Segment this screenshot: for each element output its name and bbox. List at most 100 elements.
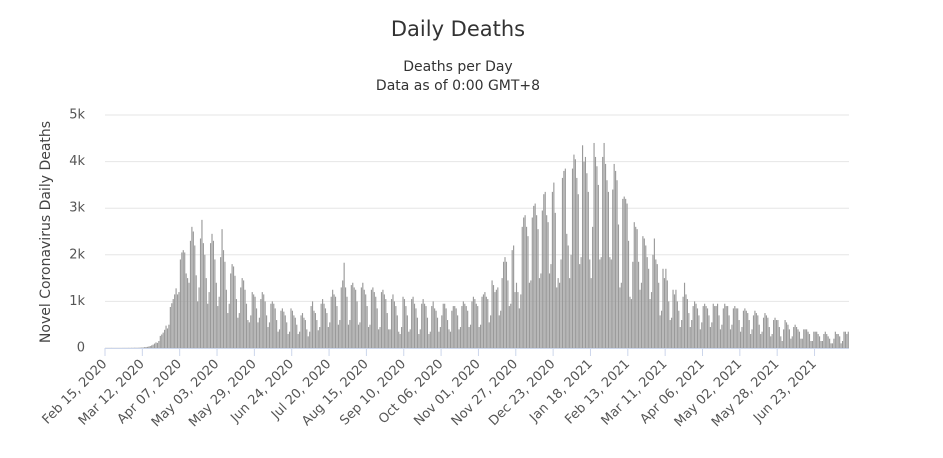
bar [808,334,811,348]
x-tick-label: Dec 23, 2020 [486,357,558,429]
bar [142,347,144,348]
bar [294,317,296,348]
bar [301,313,304,348]
bar [633,222,635,348]
x-tick-label: Nov 27, 2020 [449,357,521,429]
bar [755,313,757,348]
bar [276,320,278,348]
bar [617,224,620,348]
bar [547,222,549,348]
bar [192,231,194,348]
bar [356,301,358,348]
bar [402,296,404,348]
bar [758,324,760,348]
bar [220,257,222,348]
bar [444,303,446,348]
bar [649,299,651,348]
bar [729,329,732,348]
bar [187,278,189,348]
y-axis-title: Novel Coronavirus Daily Deaths [38,121,54,343]
bar [290,308,292,348]
bar [602,156,604,348]
bar [398,331,400,348]
bar [237,317,239,348]
bar [342,280,344,348]
bar [185,273,187,348]
bar [324,308,327,348]
bar [406,315,408,348]
bar [623,196,625,348]
bar [798,331,801,348]
bar [615,170,617,348]
bar [155,342,157,348]
bar [696,308,699,348]
bar [741,327,743,348]
bar [309,331,311,348]
bar [504,257,506,348]
bar [441,315,443,348]
bar [837,334,839,348]
bar [293,315,295,348]
bar [287,334,289,348]
bar [165,325,167,348]
x-tick-label: Feb 15, 2020 [40,357,111,428]
bar [255,308,258,348]
bar [658,282,660,348]
bar [314,313,316,348]
bar [432,301,434,348]
bar [751,329,753,348]
bar [778,327,780,348]
bar [599,259,601,348]
bar [607,191,609,348]
bar [482,294,485,348]
bar [704,303,706,348]
bar [550,264,552,348]
bar [422,299,424,348]
bar [296,324,298,348]
bar [182,250,184,348]
bar [291,310,294,348]
bar [442,303,444,348]
bar [694,301,696,348]
bar [698,315,700,348]
bar [525,226,528,348]
bar [217,306,219,348]
bar [656,264,658,348]
bar [434,308,436,348]
bar [146,346,148,348]
bar [593,142,595,348]
bar [175,288,177,348]
bar [363,289,365,348]
bar [277,331,279,348]
bar [436,317,439,348]
bar [401,327,403,348]
bar [829,338,831,348]
bar [840,343,842,348]
bar [240,287,242,348]
bar [563,170,565,348]
bar [299,331,301,348]
bar [449,331,452,348]
bar [665,268,667,348]
bar [472,296,474,348]
bar [640,282,643,348]
x-tick-label: Feb 13, 2021 [562,357,633,428]
bar [195,275,197,348]
bar [544,191,546,348]
bar [818,336,821,348]
bar [524,215,526,348]
bar [477,306,479,348]
bar [510,303,512,348]
bar [343,262,345,348]
bar [796,327,798,348]
bar [212,240,215,348]
bar [627,240,630,348]
bar [514,292,516,348]
bar [774,317,776,348]
bar [451,310,453,348]
bar [518,308,520,348]
bar [841,341,844,348]
bar [734,306,736,348]
bar [235,299,237,348]
